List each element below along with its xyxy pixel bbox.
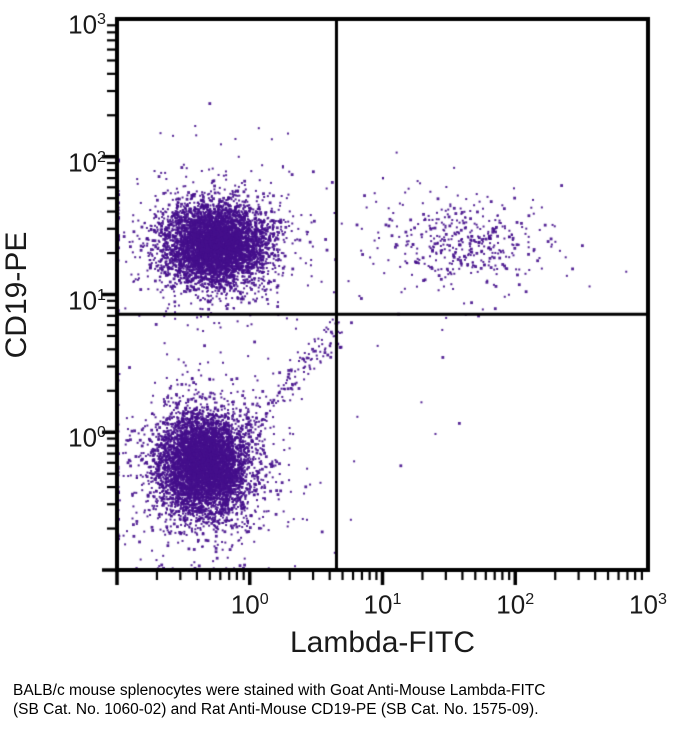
x-axis-label: Lambda-FITC [289, 626, 476, 659]
y-axis-label: CD19-PE [0, 231, 33, 359]
y-tick-label-10e1: 101 [68, 285, 106, 316]
y-tick-label-10e3: 103 [68, 9, 106, 40]
x-tick-label-10e0: 100 [230, 589, 269, 620]
x-tick-label-10e3: 103 [629, 589, 667, 620]
figure-caption: BALB/c mouse splenocytes were stained wi… [13, 681, 665, 719]
x-tick-label-10e2: 102 [496, 589, 535, 620]
x-tick-label-10e1: 101 [363, 589, 402, 620]
y-tick-label-10e0: 100 [68, 422, 106, 453]
caption-line-1: BALB/c mouse splenocytes were stained wi… [13, 682, 546, 699]
y-tick-label-10e2: 102 [68, 147, 106, 178]
caption-line-2: (SB Cat. No. 1060-02) and Rat Anti-Mouse… [13, 701, 539, 718]
